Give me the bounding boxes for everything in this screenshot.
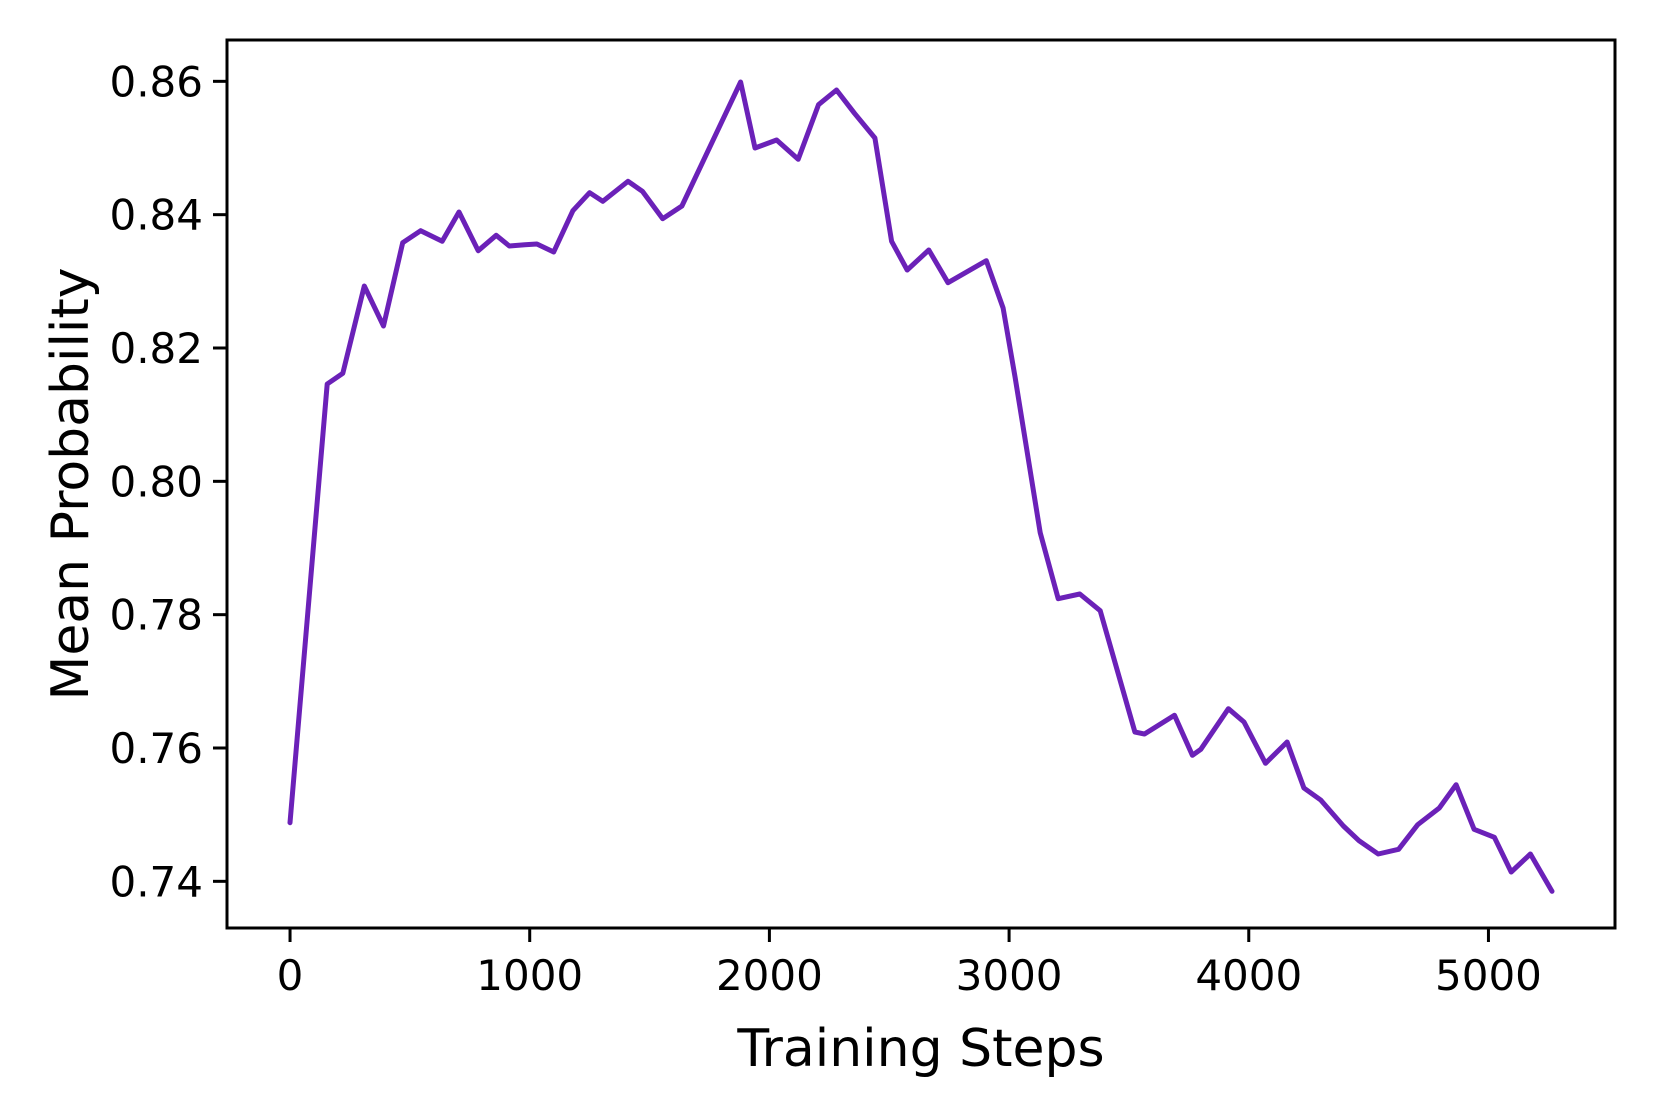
y-tick-label: 0.74 [109,857,203,906]
x-tick-label: 5000 [1435,951,1542,1000]
x-tick-label: 3000 [956,951,1063,1000]
y-tick-label: 0.76 [109,724,203,773]
probability-line [287,79,1555,894]
y-axis-label: Mean Probability [41,267,101,700]
y-tick-label: 0.78 [109,591,203,640]
plot-frame [225,38,1617,930]
x-tick-label: 1000 [476,951,583,1000]
y-tick-label: 0.80 [109,457,203,506]
y-tick-label: 0.86 [109,57,203,106]
plot-area: 0 1000 2000 3000 4000 5000 0.74 0.76 0.78 0.80 0.8… [109,38,1617,1000]
x-axis-label: Training Steps [736,1019,1104,1079]
x-tick-label: 4000 [1195,951,1302,1000]
y-tick-label: 0.82 [109,324,203,373]
x-tick-label: 0 [277,951,304,1000]
y-tick-label: 0.84 [109,191,203,240]
x-tick-label: 2000 [716,951,823,1000]
